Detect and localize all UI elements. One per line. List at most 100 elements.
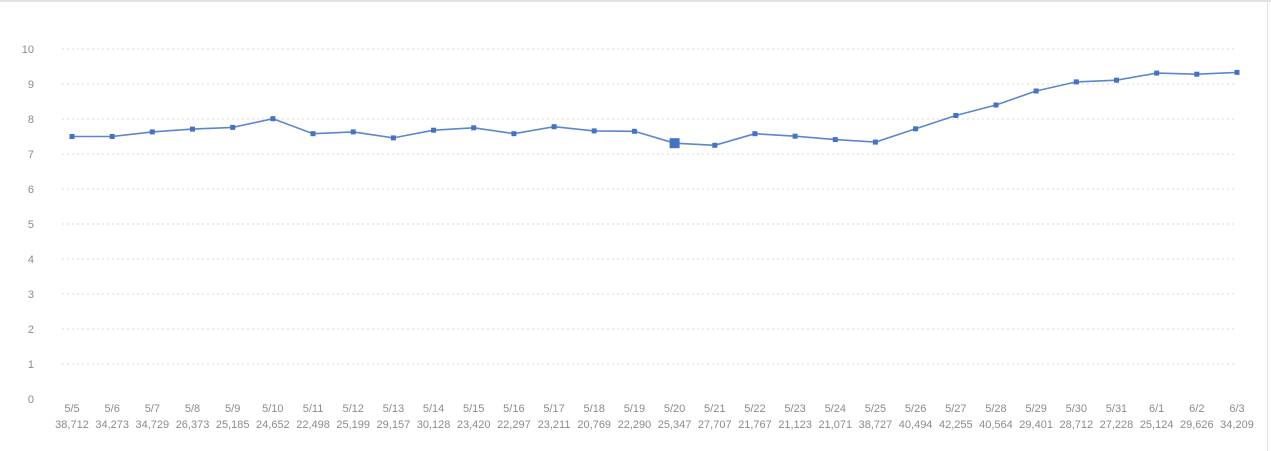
y-axis-tick-label: 0 [28, 394, 34, 406]
data-point-marker[interactable] [913, 126, 919, 132]
x-axis-count-label: 25,347 [658, 419, 692, 431]
y-axis-tick-label: 10 [22, 44, 34, 56]
data-point-marker[interactable] [471, 125, 477, 131]
x-axis-date-label: 5/21 [704, 403, 725, 415]
data-point-marker[interactable] [712, 142, 718, 148]
x-axis-count-label: 23,420 [457, 419, 491, 431]
x-axis-count-label: 27,707 [698, 419, 732, 431]
data-point-marker[interactable] [390, 135, 396, 141]
x-axis-count-label: 29,157 [377, 419, 411, 431]
data-point-marker[interactable] [1154, 70, 1160, 76]
x-axis-date-label: 5/24 [825, 403, 846, 415]
data-point-marker[interactable] [431, 127, 437, 133]
x-axis-date-label: 6/2 [1189, 403, 1204, 415]
x-axis-count-label: 28,712 [1059, 419, 1093, 431]
x-axis-date-label: 5/29 [1025, 403, 1046, 415]
x-axis-count-label: 42,255 [939, 419, 973, 431]
series-line [71, 71, 1238, 147]
data-point-marker[interactable] [1073, 79, 1079, 85]
x-axis-count-label: 22,498 [296, 419, 330, 431]
panel-right-border [1267, 0, 1268, 451]
data-point-marker[interactable] [270, 116, 276, 122]
data-point-marker-selected[interactable] [669, 138, 680, 149]
x-axis-date-label: 5/25 [865, 403, 886, 415]
x-axis-date-label: 5/5 [64, 403, 79, 415]
data-point-marker[interactable] [1033, 88, 1039, 94]
x-axis-count-label: 25,199 [336, 419, 370, 431]
x-axis-count-label: 22,290 [618, 419, 652, 431]
x-axis-count-label: 24,652 [256, 419, 290, 431]
x-axis-date-label: 5/6 [105, 403, 120, 415]
data-point-marker[interactable] [832, 137, 838, 143]
y-axis-tick-label: 9 [28, 79, 34, 91]
x-axis-count-label: 25,185 [216, 419, 250, 431]
x-axis-date-label: 5/28 [985, 403, 1006, 415]
data-point-marker[interactable] [591, 128, 597, 134]
data-point-marker[interactable] [69, 134, 75, 139]
x-axis-date-label: 5/10 [262, 403, 283, 415]
x-axis-count-label: 29,626 [1180, 419, 1214, 431]
y-axis-tick-label: 2 [28, 324, 34, 336]
x-axis-date-label: 5/14 [423, 403, 444, 415]
x-axis-count-label: 27,228 [1100, 419, 1134, 431]
x-axis-date-label: 5/19 [624, 403, 645, 415]
data-point-marker[interactable] [1114, 77, 1119, 83]
x-axis-date-label: 5/16 [503, 403, 524, 415]
y-axis-tick-label: 8 [28, 114, 34, 126]
x-axis-date-label: 6/3 [1229, 403, 1244, 415]
data-point-marker[interactable] [109, 134, 115, 139]
data-point-marker[interactable] [993, 102, 999, 108]
y-axis-tick-label: 1 [28, 359, 34, 371]
x-axis-date-label: 5/12 [342, 403, 363, 415]
data-point-marker[interactable] [230, 124, 236, 130]
data-point-marker[interactable] [310, 131, 316, 137]
x-axis-count-label: 40,564 [979, 419, 1013, 431]
data-point-marker[interactable] [631, 128, 637, 134]
y-axis-tick-label: 4 [28, 254, 34, 266]
x-axis-date-label: 5/11 [303, 403, 324, 415]
x-axis-count-label: 34,273 [95, 419, 129, 431]
x-axis-date-label: 5/22 [744, 403, 765, 415]
x-axis-date-label: 5/13 [383, 403, 404, 415]
data-point-marker[interactable] [190, 126, 195, 132]
x-axis-count-label: 34,729 [136, 419, 170, 431]
y-axis-tick-label: 7 [28, 149, 34, 161]
data-point-marker[interactable] [1234, 69, 1240, 75]
x-axis-date-label: 6/1 [1149, 403, 1164, 415]
x-axis-date-label: 5/26 [905, 403, 926, 415]
x-axis-count-label: 30,128 [417, 419, 451, 431]
data-point-marker[interactable] [149, 129, 155, 135]
data-point-marker[interactable] [792, 133, 798, 139]
data-point-marker[interactable] [511, 131, 517, 137]
x-axis-count-label: 21,123 [778, 419, 812, 431]
data-point-marker[interactable] [551, 124, 557, 130]
x-axis-count-label: 26,373 [176, 419, 210, 431]
data-point-marker[interactable] [350, 129, 356, 135]
x-axis-count-label: 25,124 [1140, 419, 1174, 431]
x-axis-count-label: 38,727 [859, 419, 893, 431]
data-point-marker[interactable] [1194, 71, 1200, 77]
x-axis-date-label: 5/7 [145, 403, 160, 415]
y-axis-tick-label: 5 [28, 219, 34, 231]
x-axis-count-label: 29,401 [1019, 419, 1053, 431]
x-axis-date-label: 5/18 [584, 403, 605, 415]
x-axis-date-label: 5/27 [945, 403, 966, 415]
x-axis-date-label: 5/9 [225, 403, 240, 415]
x-axis-count-label: 21,767 [738, 419, 772, 431]
x-axis-count-label: 38,712 [55, 419, 89, 431]
data-point-marker[interactable] [953, 113, 959, 118]
x-axis-count-label: 34,209 [1220, 419, 1254, 431]
data-point-marker[interactable] [872, 139, 878, 145]
x-axis-date-label: 5/30 [1066, 403, 1087, 415]
panel-top-border [0, 0, 1271, 2]
x-axis-count-label: 20,769 [577, 419, 611, 431]
x-axis-count-label: 21,071 [818, 419, 852, 431]
x-axis-date-label: 5/31 [1106, 403, 1127, 415]
data-point-marker[interactable] [752, 131, 758, 137]
x-axis-count-label: 40,494 [899, 419, 933, 431]
x-axis-count-label: 23,211 [538, 419, 571, 431]
x-axis-date-label: 5/23 [784, 403, 805, 415]
x-axis-count-label: 22,297 [497, 419, 531, 431]
